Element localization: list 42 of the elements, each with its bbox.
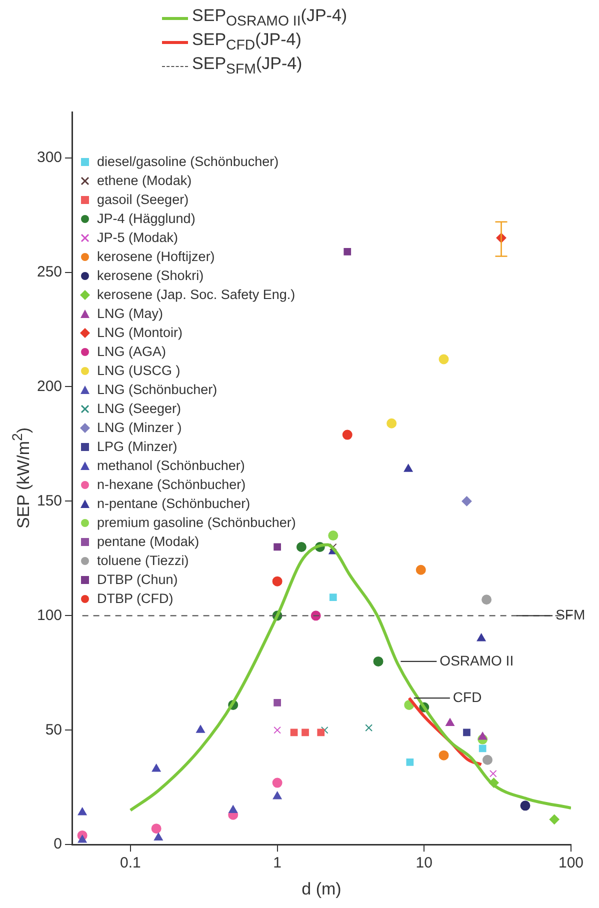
y-tick-label: 50	[45, 721, 62, 738]
y-tick-label: 200	[36, 378, 62, 395]
x-tick-label: 10	[416, 854, 432, 872]
y-tick-label: 300	[36, 148, 62, 166]
legend-label: JP-5 (Modak)	[97, 230, 178, 245]
legend-label: SEP$_{CFD}$(JP-4)	[192, 30, 302, 54]
x-tick-label: 1	[273, 854, 282, 872]
legend-label: pentane (Modak)	[97, 534, 200, 549]
legend-label: LNG (AGA)	[97, 344, 166, 359]
legend-label: LNG (Minzer )	[97, 420, 182, 435]
annotation: CFD	[452, 688, 482, 705]
legend-label: premium gasoline (Schönbucher)	[97, 515, 296, 530]
legend-label: kerosene (Hoftijzer)	[97, 249, 215, 264]
legend-label: LNG (Seeger)	[97, 401, 182, 416]
legend-label: LNG (USCG )	[97, 363, 180, 378]
legend-label: kerosene (Jap. Soc. Safety Eng.)	[97, 287, 296, 302]
legend-label: LPG (Minzer)	[97, 439, 178, 454]
legend-label: n-pentane (Schönbucher)	[97, 496, 250, 511]
y-tick-label: 100	[36, 606, 62, 624]
legend-label: DTBP (Chun)	[97, 572, 178, 587]
y-tick-label: 250	[36, 263, 62, 280]
legend-label: n-hexane (Schönbucher)	[97, 477, 246, 492]
legend-label: LNG (Montoir)	[97, 325, 183, 340]
legend-label: methanol (Schönbucher)	[97, 458, 245, 473]
legend-label: gasoil (Seeger)	[97, 192, 189, 207]
x-tick-label: 100	[558, 854, 584, 872]
annotation: SFM	[556, 606, 586, 623]
legend-label: LNG (May)	[97, 306, 164, 321]
legend-label: SEP$_{OSRAMO II}$(JP-4)	[192, 6, 348, 30]
legend-label: SEP$_{SFM}$(JP-4)	[192, 54, 302, 78]
legend-label: diesel/gasoline (Schönbucher)	[97, 154, 279, 169]
legend-label: toluene (Tiezzi)	[97, 553, 189, 568]
legend-label: ethene (Modak)	[97, 173, 192, 188]
y-tick-label: 0	[54, 836, 62, 853]
legend-label: LNG (Schönbucher)	[97, 382, 218, 397]
x-axis-title: d (m)	[302, 879, 342, 898]
legend-label: DTBP (CFD)	[97, 591, 174, 606]
x-tick-label: 0.1	[120, 854, 141, 872]
y-tick-label: 150	[36, 492, 62, 510]
annotation: OSRAMO II	[440, 652, 514, 668]
legend-label: JP-4 (Hägglund)	[97, 211, 196, 226]
legend-label: kerosene (Shokri)	[97, 268, 204, 283]
